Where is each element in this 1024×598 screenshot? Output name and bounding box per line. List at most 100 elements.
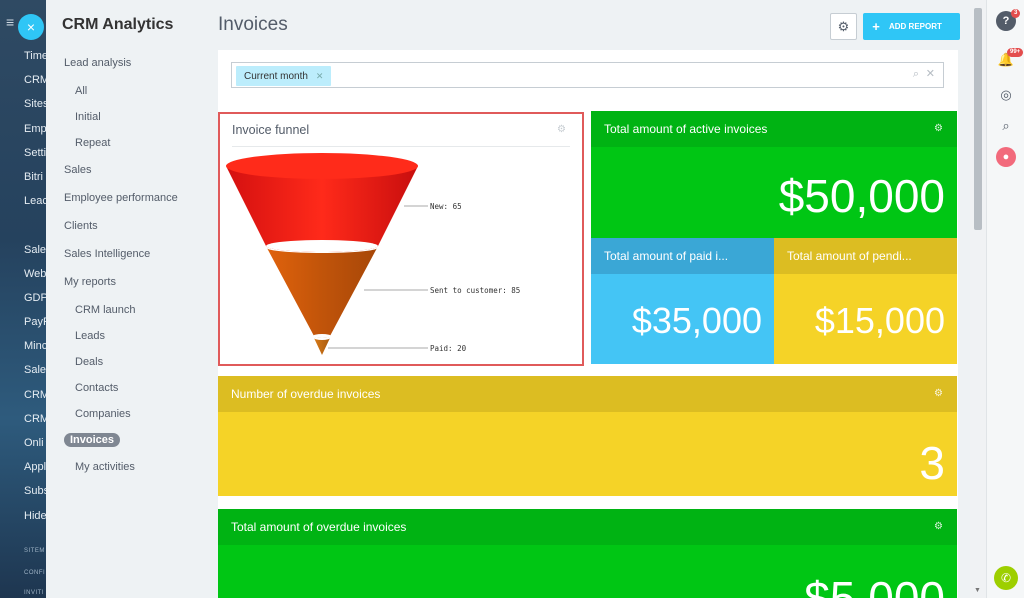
left-menu-item[interactable]: Bitri <box>24 170 43 183</box>
left-menu-item[interactable]: Hide <box>24 509 46 522</box>
clear-icon[interactable]: ✕ <box>925 68 935 80</box>
gear-icon[interactable]: ⚙ <box>557 124 566 135</box>
left-menu-item[interactable]: Sales <box>24 243 46 256</box>
nav-sales[interactable]: Sales <box>64 164 92 176</box>
nav-companies[interactable]: Companies <box>75 408 131 420</box>
paid-invoices-tile: Total amount of paid i... $35,000 <box>591 238 774 364</box>
invite-label[interactable]: INVITI <box>24 590 45 596</box>
nav-leads[interactable]: Leads <box>75 330 105 342</box>
left-menu-item[interactable] <box>24 213 46 237</box>
nav-clients[interactable]: Clients <box>64 220 98 232</box>
tile-value: $5,000 <box>804 572 945 598</box>
tile-value: $15,000 <box>814 300 945 341</box>
left-menu-item[interactable]: Sites <box>24 98 46 111</box>
funnel-chart: New: 65 Sent to customer: 85 Paid: 20 <box>226 153 520 355</box>
phone-icon[interactable]: ✆ <box>994 566 1018 590</box>
left-menu-item[interactable]: GDP <box>24 291 46 304</box>
filter-tag-label: Current month <box>244 71 308 82</box>
funnel-label-sent: Sent to customer: 85 <box>430 286 520 295</box>
overdue-amount-tile: Total amount of overdue invoices ⚙ $5,00… <box>218 509 957 598</box>
configure-label[interactable]: CONFI <box>24 570 46 576</box>
add-report-label: ADD REPORT <box>889 22 942 31</box>
scroll-down-icon[interactable]: ▼ <box>974 587 981 594</box>
plus-icon: + <box>872 19 880 34</box>
left-menu-strip: ≡ × Time CRM Sites Emp Setti Bitri Leac Sales We… <box>0 0 46 598</box>
page-title: Invoices <box>218 14 288 35</box>
user-avatar-icon[interactable]: ● <box>996 147 1016 167</box>
left-menu-item[interactable]: Minc <box>24 340 46 353</box>
overdue-count-tile: Number of overdue invoices ⚙ 3 <box>218 376 957 496</box>
tile-label: Total amount of active invoices <box>604 122 768 136</box>
close-panel-button[interactable]: × <box>18 14 44 40</box>
nav-all[interactable]: All <box>75 85 88 97</box>
tile-label: Total amount of pendi... <box>787 249 912 263</box>
nav-crm-launch[interactable]: CRM launch <box>75 304 136 316</box>
tile-value: 3 <box>919 437 945 489</box>
tile-header <box>774 238 957 274</box>
funnel-divider-2 <box>313 334 331 338</box>
left-menu-item[interactable]: Time <box>24 50 46 62</box>
tile-header <box>591 111 957 147</box>
left-menu-item[interactable]: Web <box>24 267 46 280</box>
gear-icon[interactable]: ⚙ <box>934 521 943 532</box>
nav-employee-performance[interactable]: Employee performance <box>64 192 178 204</box>
left-menu-item[interactable]: CRM <box>24 412 46 425</box>
gear-icon: ⚙ <box>837 19 850 34</box>
nav-sales-intelligence[interactable]: Sales Intelligence <box>64 248 151 260</box>
left-menu-item[interactable]: CRM <box>24 74 46 87</box>
invoice-funnel-widget: New: 65 Sent to customer: 85 Paid: 20 In… <box>218 112 584 366</box>
nav-invoices[interactable]: Invoices <box>64 433 121 447</box>
notification-badge: 99+ <box>1007 48 1024 57</box>
left-menu-item[interactable]: Emp <box>24 122 46 135</box>
left-menu-items: Time CRM Sites Emp Setti Bitri Leac Sales Web GDP… <box>24 44 46 528</box>
active-invoices-tile: Total amount of active invoices ⚙ $50,00… <box>591 111 957 238</box>
tile-value: $35,000 <box>631 300 762 341</box>
filter-search-bar[interactable]: Current month ✕ ⌕ ✕ <box>231 62 944 88</box>
nav-my-reports[interactable]: My reports <box>64 276 116 288</box>
nav-contacts[interactable]: Contacts <box>75 382 119 394</box>
funnel-segment-new <box>226 166 418 252</box>
settings-button[interactable]: ⚙ <box>830 13 857 40</box>
nav-title: CRM Analytics <box>62 16 174 33</box>
gear-icon[interactable]: ⚙ <box>934 388 943 399</box>
nav-deals[interactable]: Deals <box>75 356 104 368</box>
left-menu-item[interactable]: Subs <box>24 485 46 498</box>
remove-tag-icon[interactable]: ✕ <box>315 71 324 81</box>
left-menu-item[interactable]: Sale <box>24 364 46 377</box>
nav-repeat[interactable]: Repeat <box>75 137 111 149</box>
funnel-label-new: New: 65 <box>430 202 462 211</box>
tile-label: Total amount of overdue invoices <box>231 520 407 534</box>
left-menu-item[interactable]: Setti <box>24 146 46 159</box>
widget-divider <box>232 146 570 147</box>
nav-my-activities[interactable]: My activities <box>75 461 135 473</box>
left-menu-item[interactable]: CRM <box>24 388 46 401</box>
left-menu-item[interactable]: Leac <box>24 195 46 208</box>
gear-icon[interactable]: ⚙ <box>934 123 943 134</box>
tile-label: Number of overdue invoices <box>231 387 381 401</box>
funnel-label-paid: Paid: 20 <box>430 344 467 353</box>
scrollbar-thumb[interactable] <box>974 8 982 230</box>
sitemap-label[interactable]: SITEM <box>24 548 45 554</box>
nav-initial[interactable]: Initial <box>75 111 101 123</box>
tile-header <box>591 238 774 274</box>
tile-header <box>218 376 957 412</box>
add-report-button[interactable]: + ADD REPORT <box>863 13 960 40</box>
chat-icon[interactable]: ◎ <box>1000 87 1012 102</box>
search-icon[interactable]: ⌕ <box>912 68 919 80</box>
help-badge: 3 <box>1011 9 1021 18</box>
search-icon[interactable]: ⌕ <box>1002 118 1010 133</box>
left-menu-item[interactable]: Appl <box>24 461 46 474</box>
funnel-segment-sent <box>267 248 377 338</box>
left-menu-item[interactable]: PayP <box>24 316 46 329</box>
left-menu-item[interactable]: Onli <box>24 437 44 449</box>
pending-invoices-tile: Total amount of pendi... $15,000 <box>774 238 957 364</box>
menu-icon[interactable]: ≡ <box>6 14 15 30</box>
filter-tag[interactable]: Current month ✕ <box>236 66 332 86</box>
nav-lead-analysis[interactable]: Lead analysis <box>64 57 132 69</box>
tile-label: Total amount of paid i... <box>604 249 729 263</box>
scrollbar[interactable]: ▼ <box>970 0 986 598</box>
funnel-divider <box>266 240 378 252</box>
tile-header <box>218 509 957 545</box>
funnel-top-ellipse <box>226 153 418 179</box>
funnel-segment-paid <box>314 338 330 355</box>
